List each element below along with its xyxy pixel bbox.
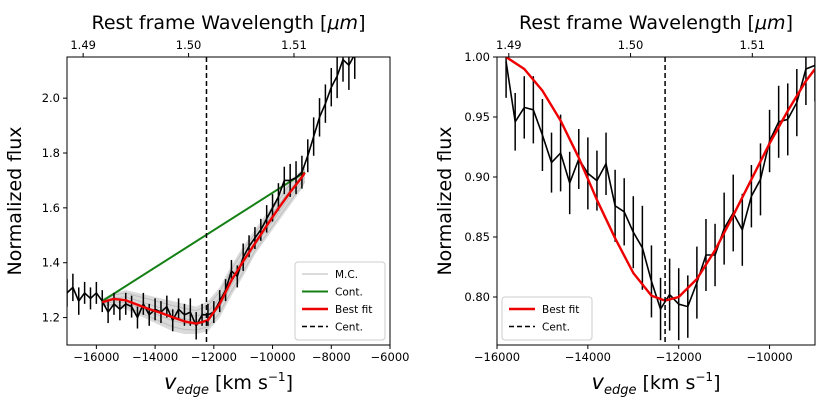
x-axis-label-exp: −1 bbox=[268, 370, 286, 384]
top-axis-title-close: ] bbox=[358, 12, 365, 34]
y-axis-label: Normalized flux bbox=[434, 126, 456, 275]
legend: M.C. Cont. Best fit Cent. bbox=[294, 261, 386, 341]
y-tick-label-2: 1.6 bbox=[42, 201, 60, 215]
legend-box bbox=[294, 261, 386, 341]
x-tick-label-1: −14000 bbox=[565, 350, 611, 364]
x-axis-label: vedge [km s−1] bbox=[164, 370, 293, 398]
x-axis-label-close: ] bbox=[713, 372, 720, 394]
top-tick-label-2: 1.51 bbox=[281, 38, 307, 52]
y-tick-label-3: 1.8 bbox=[42, 146, 60, 160]
panel-right: −16000 −14000 −12000 −10000 0.80 0.85 0.90 0.95… bbox=[434, 12, 816, 398]
top-tick-label-0: 1.49 bbox=[496, 38, 522, 52]
x-tick-label-3: −10000 bbox=[746, 350, 792, 364]
y-tick-label-3: 0.95 bbox=[464, 110, 490, 124]
continuum-line bbox=[101, 171, 306, 302]
x-axis-label: vedge [km s−1] bbox=[592, 370, 721, 398]
x-axis-label-v: v bbox=[164, 370, 177, 394]
legend: Best fit Cent. bbox=[501, 296, 593, 341]
top-axis-title-unit: μm bbox=[326, 12, 358, 34]
legend-label-3: Cent. bbox=[335, 322, 363, 334]
x-tick-label-1: −14000 bbox=[132, 350, 178, 364]
data-series-line bbox=[505, 61, 815, 311]
top-axis-title: Rest frame Wavelength [μm] bbox=[91, 12, 365, 34]
y-axis-label: Normalized flux bbox=[4, 126, 26, 275]
x-tick-label-2: −12000 bbox=[656, 350, 702, 364]
x-tick-label-4: −8000 bbox=[312, 350, 351, 364]
plot-frame bbox=[66, 56, 391, 346]
legend-box bbox=[501, 296, 593, 341]
legend-label-0: M.C. bbox=[335, 269, 358, 281]
top-axis-title-text: Rest frame Wavelength [ bbox=[519, 12, 755, 34]
panel-left: −16000 −14000 −12000 −10000 −8000 −6000 1.2 1.4… bbox=[4, 12, 409, 398]
legend-label-2: Best fit bbox=[335, 304, 372, 316]
y-tick-label-1: 0.85 bbox=[464, 230, 490, 244]
x-tick-label-0: −16000 bbox=[474, 350, 520, 364]
y-tick-label-1: 1.4 bbox=[42, 256, 60, 270]
legend-label-1: Cent. bbox=[542, 322, 570, 334]
x-tick-label-0: −16000 bbox=[73, 350, 119, 364]
x-axis-label-close: ] bbox=[286, 372, 293, 394]
y-tick-label-4: 2.0 bbox=[42, 91, 60, 105]
best-fit-line bbox=[505, 57, 815, 302]
x-tick-label-3: −10000 bbox=[249, 350, 295, 364]
x-tick-label-5: −6000 bbox=[371, 350, 410, 364]
top-tick-label-2: 1.51 bbox=[740, 38, 766, 52]
legend-label-1: Cont. bbox=[335, 287, 363, 299]
x-axis-label-units: [km s bbox=[209, 372, 268, 394]
y-tick-label-0: 1.2 bbox=[42, 311, 60, 325]
top-axis-title: Rest frame Wavelength [μm] bbox=[519, 12, 793, 34]
x-axis-label-v: v bbox=[592, 370, 605, 394]
x-axis-label-sub: edge bbox=[604, 383, 637, 398]
x-axis-label-exp: −1 bbox=[695, 370, 713, 384]
best-fit-line bbox=[101, 172, 306, 325]
top-axis-title-unit: μm bbox=[754, 12, 786, 34]
top-tick-label-1: 1.50 bbox=[618, 38, 644, 52]
legend-label-0: Best fit bbox=[542, 304, 579, 316]
y-tick-label-2: 0.90 bbox=[464, 170, 490, 184]
x-axis-label-sub: edge bbox=[176, 383, 209, 398]
plot-frame bbox=[496, 56, 816, 346]
x-axis-label-units: [km s bbox=[636, 372, 695, 394]
top-tick-label-1: 1.50 bbox=[176, 38, 202, 52]
y-tick-label-0: 0.80 bbox=[464, 290, 490, 304]
plot-area bbox=[505, 57, 815, 345]
plot-area bbox=[67, 57, 356, 345]
x-tick-label-2: −12000 bbox=[191, 350, 237, 364]
data-series-line bbox=[67, 57, 355, 328]
top-axis-title-text: Rest frame Wavelength [ bbox=[91, 12, 327, 34]
top-tick-label-0: 1.49 bbox=[70, 38, 96, 52]
y-tick-label-4: 1.00 bbox=[464, 50, 490, 64]
top-axis-title-close: ] bbox=[786, 12, 793, 34]
